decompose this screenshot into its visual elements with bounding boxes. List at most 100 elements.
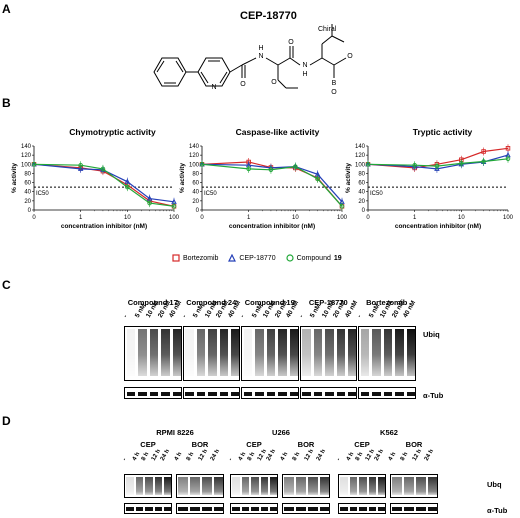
group-label: Compound 24 — [186, 298, 237, 307]
ubq-blot — [124, 474, 172, 498]
y-tick-label: 80 — [192, 171, 199, 177]
legend-item-compound19: Compound 19 — [286, 254, 342, 262]
series-line-2 — [201, 163, 343, 207]
tubulin-band — [416, 507, 426, 511]
data-point — [459, 161, 464, 166]
y-tick-label: 0 — [28, 208, 32, 214]
y-tick-label: 40 — [24, 190, 31, 196]
x-axis-label: concentration inhibitor (nM) — [229, 223, 315, 230]
tubulin-band — [289, 392, 298, 396]
atom-b: B — [332, 80, 337, 87]
tubulin-band — [202, 507, 212, 511]
tubulin-band — [251, 507, 259, 511]
ubiq-smear — [336, 329, 345, 376]
ubiq-smear — [278, 329, 287, 376]
atom-o-amide1: O — [240, 81, 246, 88]
ubiq-smear — [208, 329, 217, 376]
lane-label: 8 h — [185, 451, 196, 462]
tubulin-blot — [299, 387, 357, 399]
y-tick-label: 60 — [192, 181, 199, 187]
y-tick-label: 140 — [189, 144, 200, 150]
group-label: Compound 17 — [127, 298, 178, 307]
pyridine-ring — [197, 57, 231, 87]
x-tick-label: 100 — [503, 215, 514, 221]
data-point — [77, 165, 84, 171]
lane-label: 4 h — [173, 451, 184, 462]
ubq-smear — [368, 477, 377, 495]
tubulin-band — [185, 392, 194, 396]
ubiq-smear — [395, 329, 404, 376]
compound-title: CEP-18770 — [240, 10, 297, 22]
tubulin-band — [126, 507, 134, 511]
y-tick-label: 120 — [355, 153, 366, 159]
ubiq-smear — [172, 329, 181, 376]
ubiq-smear — [266, 329, 275, 376]
legend-label-compound-number: 19 — [333, 254, 342, 262]
ubiq-blot — [299, 326, 357, 381]
tubulin-band — [178, 507, 188, 511]
tubulin-band — [164, 507, 172, 511]
y-tick-label: 80 — [24, 171, 31, 177]
tubulin-band — [255, 392, 264, 396]
y-axis-label: % activity — [345, 163, 352, 193]
lane-label: 12 h — [364, 448, 376, 462]
ubq-smear — [135, 477, 144, 495]
ubq-smear — [164, 477, 171, 495]
tubulin-band — [325, 392, 334, 396]
ubq-smear — [190, 477, 200, 495]
data-point — [31, 162, 37, 167]
ubiq-smear — [185, 329, 194, 376]
x-tick-label: 100 — [169, 215, 180, 221]
data-point — [171, 204, 177, 209]
lane-label: 4 h — [237, 451, 247, 462]
lane-label: 8 h — [140, 451, 151, 462]
tubulin-blot — [358, 387, 416, 399]
ubiq-label: Ubiq — [423, 330, 440, 339]
ubiq-smear — [126, 329, 135, 376]
chart-title-1: Chymotryptic activity — [69, 127, 156, 137]
ubq-blot — [282, 474, 330, 498]
ubq-blot — [176, 474, 224, 498]
tubulin-band — [340, 507, 348, 511]
lane-label: 4 h — [279, 451, 290, 462]
group-label: Bortezomib — [366, 298, 408, 307]
y-tick-label: 0 — [196, 208, 200, 214]
tubulin-band — [336, 392, 345, 396]
panel-label-d: D — [2, 414, 11, 428]
lane-label: - — [121, 457, 128, 462]
series-line-2 — [367, 158, 509, 167]
series-line-1 — [201, 163, 343, 203]
chart-title-3: Tryptic activity — [412, 127, 473, 137]
ubiq-smear — [325, 329, 334, 376]
ubq-smear — [428, 477, 437, 495]
legend-label-bortezomib: Bortezomib — [183, 254, 219, 262]
ubiq-smear — [406, 329, 415, 376]
atom-n-pyridine: N — [211, 84, 216, 91]
tubulin-band — [360, 392, 369, 396]
data-point — [100, 166, 106, 172]
chiral-label: Chiral — [318, 26, 337, 33]
tubulin-blot — [338, 503, 386, 514]
atom-nh1: N — [258, 53, 263, 60]
ubiq-blot — [124, 326, 182, 381]
ubq-smear — [308, 477, 318, 495]
ubiq-smear — [348, 329, 357, 376]
cell-line-label: K562 — [380, 428, 398, 437]
ubiq-smear — [383, 329, 392, 376]
ubq-smear — [178, 477, 188, 495]
data-point — [434, 163, 440, 169]
x-axis-label: concentration inhibitor (nM) — [61, 223, 147, 230]
treatment-label: BOR — [191, 440, 209, 449]
tubulin-band — [243, 392, 252, 396]
ubq-smear — [232, 477, 240, 495]
x-tick-label: 0 — [32, 215, 36, 221]
tub-label-c: α-Tub — [423, 391, 444, 400]
data-point — [199, 162, 205, 167]
y-tick-label: 20 — [24, 199, 31, 205]
ic50-label: IC50 — [204, 191, 217, 197]
tubulin-band — [320, 507, 330, 511]
group-label: Compound 19 — [244, 298, 295, 307]
ic50-label: IC50 — [370, 191, 383, 197]
ubiq-smear — [138, 329, 147, 376]
x-tick-label: 1 — [79, 215, 83, 221]
